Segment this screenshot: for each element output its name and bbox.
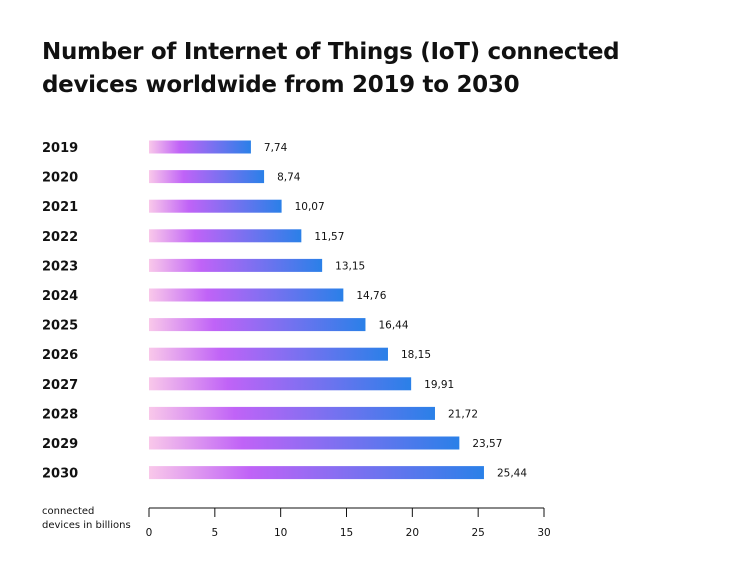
bar-row: 2029 23,57: [42, 436, 502, 452]
bar: [149, 377, 412, 391]
bar-row: 2030 25,44: [42, 466, 527, 482]
category-label: 2023: [42, 259, 78, 274]
x-axis-label-line-2: devices in billions: [42, 520, 131, 531]
bar: [149, 436, 460, 450]
bar-row: 2019 7,74: [42, 140, 288, 156]
bar-row: 2025 16,44: [42, 318, 409, 334]
category-label: 2020: [42, 171, 78, 186]
value-label: 19,91: [424, 379, 454, 391]
value-label: 14,76: [356, 290, 386, 302]
bar: [149, 199, 282, 213]
x-tick-label: 15: [340, 527, 353, 539]
bar-row: 2027 19,91: [42, 377, 454, 393]
category-label: 2019: [42, 141, 78, 156]
bar-row: 2026 18,15: [42, 347, 431, 363]
category-label: 2021: [42, 200, 78, 215]
bar-row: 2028 21,72: [42, 406, 478, 422]
value-label: 7,74: [264, 142, 288, 154]
value-label: 8,74: [277, 172, 301, 184]
category-label: 2022: [42, 230, 78, 245]
value-label: 13,15: [335, 260, 365, 272]
bar: [149, 406, 435, 420]
x-tick-label: 25: [471, 527, 484, 539]
category-label: 2030: [42, 467, 78, 482]
x-axis: 0 5 10 15 20 25 30: [146, 507, 551, 539]
bar: [149, 288, 344, 302]
value-label: 25,44: [497, 468, 527, 480]
bar: [149, 466, 484, 480]
bar-row: 2024 14,76: [42, 288, 387, 304]
category-label: 2025: [42, 319, 78, 334]
x-axis-label-line-1: connected: [42, 506, 94, 517]
bar: [149, 229, 302, 243]
bar: [149, 258, 323, 272]
value-label: 16,44: [378, 320, 408, 332]
x-tick-label: 10: [274, 527, 287, 539]
bars-layer: 2019 7,74 2020 8,74 2021 10,07 2022 11,57 2023 13…: [42, 140, 527, 482]
value-label: 23,57: [472, 438, 502, 450]
category-label: 2027: [42, 378, 78, 393]
bar-row: 2021 10,07: [42, 199, 325, 215]
category-label: 2028: [42, 407, 78, 422]
value-label: 18,15: [401, 349, 431, 361]
chart-title: Number of Internet of Things (IoT) conne…: [42, 39, 620, 98]
bar: [149, 170, 265, 184]
x-tick-label: 0: [146, 527, 153, 539]
category-label: 2026: [42, 348, 78, 363]
bar-row: 2023 13,15: [42, 258, 365, 274]
bar-row: 2020 8,74: [42, 170, 301, 186]
value-label: 10,07: [295, 201, 325, 213]
bar-row: 2022 11,57: [42, 229, 344, 245]
x-tick-label: 30: [537, 527, 550, 539]
category-label: 2029: [42, 437, 78, 452]
bar: [149, 347, 388, 361]
bar: [149, 318, 366, 332]
bar: [149, 140, 251, 154]
value-label: 11,57: [314, 231, 344, 243]
value-label: 21,72: [448, 408, 478, 420]
x-tick-label: 20: [406, 527, 419, 539]
category-label: 2024: [42, 289, 78, 304]
x-tick-label: 5: [211, 527, 218, 539]
